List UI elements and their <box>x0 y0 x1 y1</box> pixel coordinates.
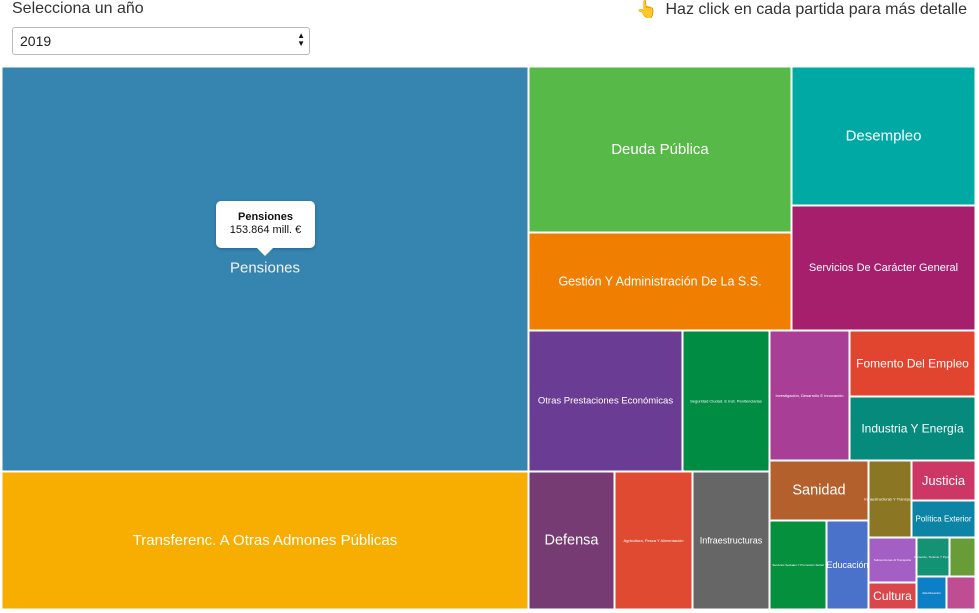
treemap-cell-alta-direccion[interactable]: Alta Dirección <box>916 576 947 610</box>
treemap-rect[interactable] <box>826 520 869 610</box>
treemap-rect[interactable] <box>692 471 770 610</box>
treemap-label: Infraestructuras <box>700 536 763 546</box>
treemap-label: Transferenc. A Otras Admones Públicas <box>133 532 398 549</box>
treemap-label: Servicios Sociales Y Promoción Social <box>772 563 824 567</box>
click-hint-text: Haz click en cada partida para más detal… <box>665 1 968 18</box>
treemap-cell-infraestructuras[interactable]: Infraestructuras <box>692 471 770 610</box>
treemap-label: Defensa <box>544 533 599 549</box>
treemap-cell-deuda-publica[interactable]: Deuda Pública <box>528 66 792 233</box>
treemap-label: Sanidad <box>792 483 845 499</box>
treemap-cell-subvenciones-al-transporte[interactable]: Subvenciones Al Transporte <box>868 537 917 583</box>
treemap-label: Otras Prestaciones Económicas <box>538 396 673 407</box>
treemap-cell-comercio-turismo-y-pymes[interactable]: Comercio, Turismo Y Pymes <box>914 537 952 577</box>
treemap-cell-defensa[interactable]: Defensa <box>528 471 615 610</box>
treemap-rect[interactable] <box>868 460 912 538</box>
treemap-cell-acceso-a-la-vivienda[interactable] <box>949 537 976 577</box>
treemap-label: Justicia <box>922 473 966 488</box>
treemap-cell-transferenc-a-otras-admones-publicas[interactable]: Transferenc. A Otras Admones Públicas <box>1 471 529 610</box>
treemap-rect[interactable] <box>916 576 947 610</box>
tooltip-value: 153.864 mill. € <box>229 224 302 236</box>
treemap-rect[interactable] <box>769 520 827 610</box>
treemap-cell-infraestructuras-y-transporte[interactable]: Infraestructuras Y Transporte <box>864 460 917 538</box>
treemap-cell-seguridad-ciudad-e-inst-penitenciarias[interactable]: Seguridad Ciudad. E Inst. Penitenciarias <box>682 330 770 472</box>
treemap-cell-agricultura-pesca-y-alimentacion[interactable]: Agricultura, Pesca Y Alimentación <box>614 471 693 610</box>
treemap-rect[interactable] <box>791 205 976 331</box>
treemap-label: Fomento Del Empleo <box>856 357 969 371</box>
treemap-rect[interactable] <box>949 537 976 577</box>
treemap-label: Desempleo <box>846 128 922 145</box>
treemap-cell-gestion-y-administracion-de-la-s-s[interactable]: Gestión Y Administración De La S.S. <box>528 232 792 331</box>
treemap-label: Gestión Y Administración De La S.S. <box>558 275 761 289</box>
treemap-cell-fomento-del-empleo[interactable]: Fomento Del Empleo <box>849 330 976 397</box>
treemap-cell-politica-exterior[interactable]: Política Exterior <box>911 500 976 538</box>
treemap-label: Deuda Pública <box>611 141 709 158</box>
treemap-rect[interactable] <box>849 396 976 461</box>
treemap-rect[interactable] <box>911 500 976 538</box>
treemap-rect[interactable] <box>528 330 683 472</box>
treemap-rect[interactable] <box>1 66 529 472</box>
tooltip-title: Pensiones <box>237 211 294 223</box>
treemap-rect[interactable] <box>868 582 917 610</box>
treemap-label: Política Exterior <box>915 515 971 524</box>
treemap-rect[interactable] <box>916 537 950 577</box>
treemap-cell-sanidad[interactable]: Sanidad <box>769 460 869 521</box>
treemap-cell-educacion[interactable]: Educación <box>826 520 869 610</box>
treemap-rect[interactable] <box>614 471 693 610</box>
year-select-label: Selecciona un año <box>12 0 144 17</box>
treemap-rect[interactable] <box>849 330 976 397</box>
treemap-rect[interactable] <box>528 232 792 331</box>
treemap-rect[interactable] <box>528 66 792 233</box>
treemap-label: Cultura <box>873 589 912 603</box>
treemap-cell-otras-prestaciones-economicas[interactable]: Otras Prestaciones Económicas <box>528 330 683 472</box>
treemap-rect[interactable] <box>528 471 615 610</box>
tooltip: Pensiones 153.864 mill. € <box>216 201 315 256</box>
treemap-label: Educación <box>826 560 868 570</box>
treemap-label: Infraestructuras Y Transporte <box>864 497 916 502</box>
treemap-rect[interactable] <box>868 537 917 583</box>
treemap-cell-investigacion-desarrollo-e-innovacion[interactable]: Investigación, Desarrollo E Innovación <box>769 330 850 461</box>
treemap-label: Servicios De Carácter General <box>809 262 958 274</box>
treemap-cell-desempleo[interactable]: Desempleo <box>791 66 976 206</box>
year-select[interactable]: 2019 ▲ ▼ <box>12 27 310 55</box>
pointing-hand-icon: 👆 <box>636 0 658 19</box>
treemap-cell-otras-actuaciones[interactable] <box>946 576 976 610</box>
treemap-cell-justicia[interactable]: Justicia <box>911 460 976 501</box>
treemap-rect[interactable] <box>1 471 529 610</box>
treemap-cell-cultura[interactable]: Cultura <box>868 582 917 610</box>
treemap-cell-industria-y-energia[interactable]: Industria Y Energía <box>849 396 976 461</box>
treemap-label: Investigación, Desarrollo E Innovación <box>775 393 843 398</box>
treemap-cell-servicios-de-caracter-general[interactable]: Servicios De Carácter General <box>791 205 976 331</box>
treemap-rect[interactable] <box>791 66 976 206</box>
select-arrows-icon: ▲ ▼ <box>297 31 305 48</box>
treemap-rect[interactable] <box>911 460 976 501</box>
treemap-rect[interactable] <box>682 330 770 472</box>
treemap-label: Agricultura, Pesca Y Alimentación <box>624 538 684 543</box>
treemap-cell-pensiones[interactable]: Pensiones <box>1 66 529 472</box>
treemap-label: Pensiones <box>230 260 300 277</box>
treemap-label: Comercio, Turismo Y Pymes <box>914 555 952 559</box>
treemap-rect[interactable] <box>769 330 850 461</box>
treemap-cell-servicios-sociales-y-promocion-social[interactable]: Servicios Sociales Y Promoción Social <box>769 520 827 610</box>
treemap-rect[interactable] <box>769 460 869 521</box>
treemap-label: Seguridad Ciudad. E Inst. Penitenciarias <box>690 399 762 404</box>
year-select-value: 2019 <box>20 33 52 49</box>
treemap-label: Industria Y Energía <box>861 422 964 436</box>
treemap-label: Subvenciones Al Transporte <box>874 558 912 562</box>
treemap-label: Alta Dirección <box>922 591 941 595</box>
treemap-rect[interactable] <box>946 576 976 610</box>
click-hint: 👆 Haz click en cada partida para más det… <box>636 0 967 20</box>
